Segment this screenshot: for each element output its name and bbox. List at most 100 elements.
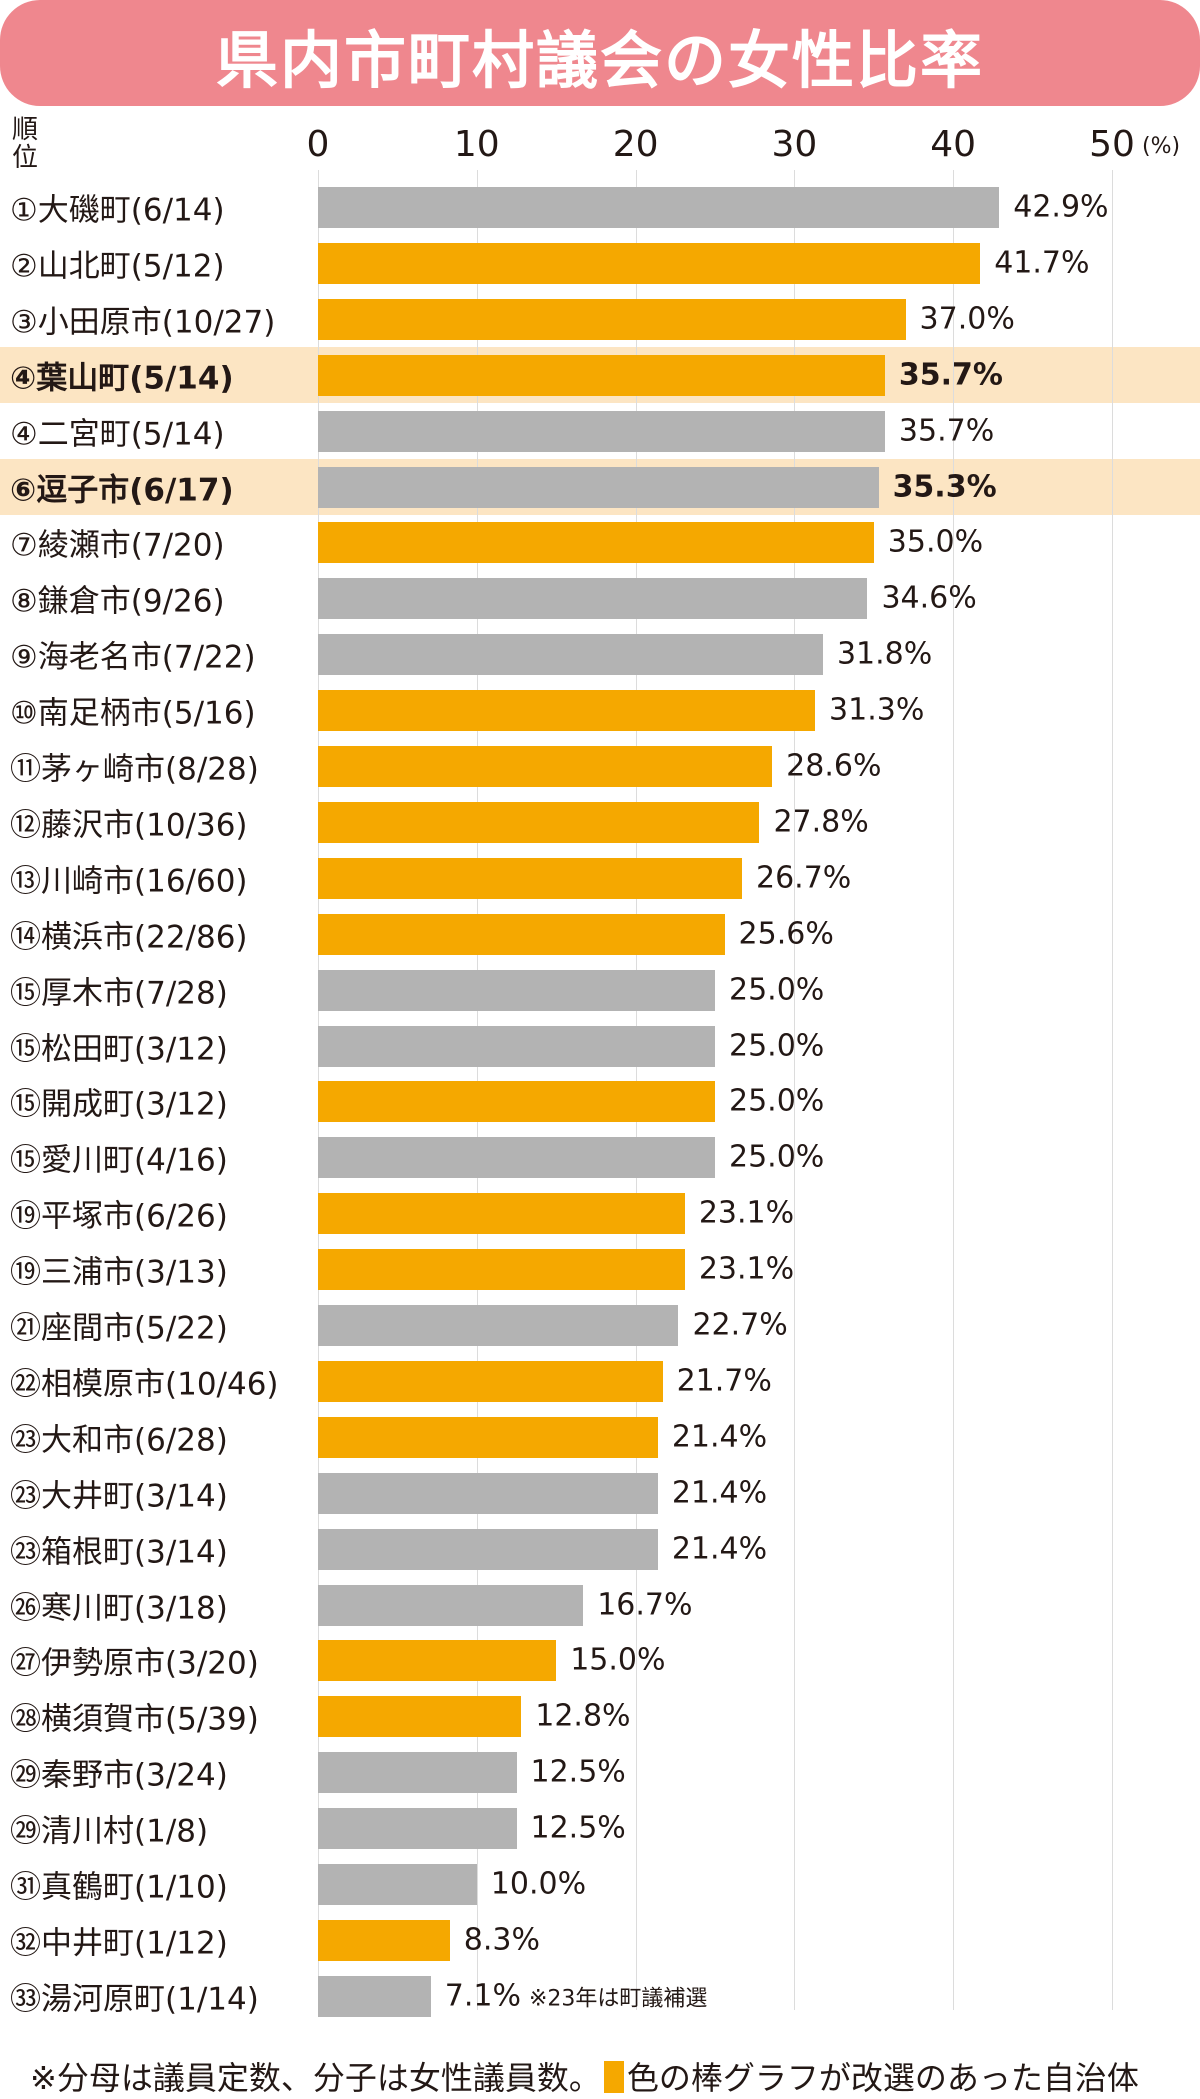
bar: [318, 801, 760, 843]
value-label: 31.3%: [829, 693, 924, 728]
bar: [318, 242, 981, 284]
value-text: 16.7%: [597, 1587, 693, 1622]
bar: [318, 1696, 522, 1738]
value-label: 34.6%: [881, 581, 976, 616]
value-text: 31.8%: [836, 636, 933, 672]
value-label: 21.4%: [672, 1531, 767, 1566]
bar: [318, 1752, 517, 1794]
x-tick-label: 50: [1089, 124, 1135, 165]
row-label: ⑨海老名市(7/22): [10, 639, 256, 676]
value-text: 28.6%: [786, 748, 882, 784]
row-label: ⑮松田町(3/12): [10, 1031, 228, 1067]
value-text: 21.4%: [671, 1475, 768, 1511]
bar: [318, 1919, 450, 1961]
value-label: 21.4%: [672, 1475, 767, 1510]
bar: [318, 1472, 658, 1514]
value-label: 12.5%: [531, 1811, 626, 1846]
value-text: 21.4%: [671, 1531, 768, 1567]
x-tick-label: 20: [612, 124, 659, 165]
bar: [318, 187, 1000, 228]
value-label: 35.7%: [899, 413, 994, 448]
bar: [318, 578, 868, 620]
value-label: 25.0%: [729, 1028, 824, 1063]
value-text: 12.5%: [530, 1810, 626, 1846]
value-text: 12.8%: [535, 1698, 631, 1734]
row-label: ㉝湯河原町(1/14): [10, 1981, 259, 2018]
row-label: ㉙秦野市(3/24): [10, 1757, 228, 1794]
value-label: 37.0%: [920, 301, 1015, 336]
value-text: 23.1%: [698, 1251, 795, 1287]
value-text: 41.7%: [994, 245, 1090, 281]
row-label: ㉑座間市(5/22): [10, 1310, 228, 1347]
row-label: ㉓大和市(6/28): [10, 1422, 228, 1459]
bar: [318, 1864, 477, 1905]
value-label: 12.8%: [535, 1699, 630, 1734]
row-label: ⑩南足柄市(5/16): [10, 695, 256, 732]
bar: [318, 1193, 685, 1235]
x-tick-label: 0: [306, 124, 330, 165]
bar: [318, 1137, 715, 1179]
row-label: ㉙清川村(1/8): [10, 1813, 209, 1850]
value-label: 25.0%: [729, 1084, 824, 1119]
bar: [318, 354, 885, 396]
value-text: 21.4%: [671, 1419, 768, 1455]
value-label: 41.7%: [994, 245, 1089, 280]
bar: [318, 1025, 715, 1067]
value-text: 26.7%: [755, 860, 852, 896]
row-label: ⑮開成町(3/12): [10, 1086, 228, 1123]
chart-title: 県内市町村議会の女性比率: [215, 24, 984, 97]
value-label: 8.3%: [464, 1922, 540, 1957]
row-note: ※23年は町議補選: [528, 1986, 708, 2012]
row-label: ③小田原市(10/27): [10, 304, 276, 341]
value-text: 25.0%: [729, 1139, 825, 1175]
value-label: 28.6%: [786, 749, 881, 784]
bar: [318, 1975, 431, 2017]
bar: [318, 522, 874, 564]
gridline: [953, 170, 955, 2010]
value-text: 12.5%: [530, 1754, 626, 1790]
value-text: 10.0%: [490, 1866, 587, 1902]
value-label: 35.7%: [899, 357, 1003, 392]
bar: [318, 1808, 517, 1850]
row-label: ④葉山町(5/14): [10, 360, 234, 397]
value-label: 35.0%: [888, 525, 983, 560]
value-label: 25.6%: [739, 916, 834, 951]
gridline: [1112, 170, 1113, 2010]
row-label: ⑭横浜市(22/86): [10, 919, 248, 956]
value-text: 34.6%: [881, 580, 977, 616]
bar: [318, 746, 773, 787]
bar: [318, 1249, 685, 1291]
row-label: ⑲三浦市(3/13): [10, 1254, 228, 1291]
value-text: 23.1%: [698, 1195, 795, 1231]
row-label: ⑫藤沢市(10/36): [10, 807, 248, 844]
value-text: 37.0%: [919, 301, 1015, 337]
value-text: 35.7%: [898, 413, 995, 449]
bar: [318, 1640, 557, 1682]
row-label: ㉘横須賀市(5/39): [10, 1701, 259, 1738]
row-label: ㉛真鶴町(1/10): [10, 1869, 228, 1906]
footnote: ※分母は議員定数、分子は女性議員数。 色の棒グラフが改選のあった自治体: [30, 2053, 1139, 2099]
bar: [318, 1305, 679, 1346]
legend-swatch-orange: [603, 2061, 624, 2093]
value-label: 21.7%: [677, 1363, 772, 1398]
row-label: ㉜中井町(1/12): [10, 1925, 228, 1962]
row-label: ㉗伊勢原市(3/20): [10, 1645, 259, 1682]
value-label: 21.4%: [672, 1419, 767, 1454]
bar: [318, 969, 715, 1011]
bar: [318, 690, 816, 732]
value-label: 31.8%: [837, 637, 932, 672]
x-tick-label: 10: [453, 124, 500, 165]
bar: [318, 1081, 715, 1123]
value-text: 25.0%: [729, 1083, 825, 1119]
x-axis-unit: (%): [1142, 134, 1181, 159]
row-label: ㉓大井町(3/14): [10, 1478, 228, 1515]
value-text: 25.6%: [738, 916, 834, 952]
bar: [318, 913, 725, 955]
value-label: 27.8%: [773, 804, 868, 839]
value-label: 35.3%: [893, 469, 997, 504]
value-label: 23.1%: [699, 1252, 794, 1287]
row-label: ⑮愛川町(4/16): [10, 1142, 228, 1179]
row-label: ㉒相模原市(10/46): [10, 1366, 279, 1403]
value-label: 42.9%: [1013, 190, 1108, 225]
bar: [318, 298, 906, 340]
